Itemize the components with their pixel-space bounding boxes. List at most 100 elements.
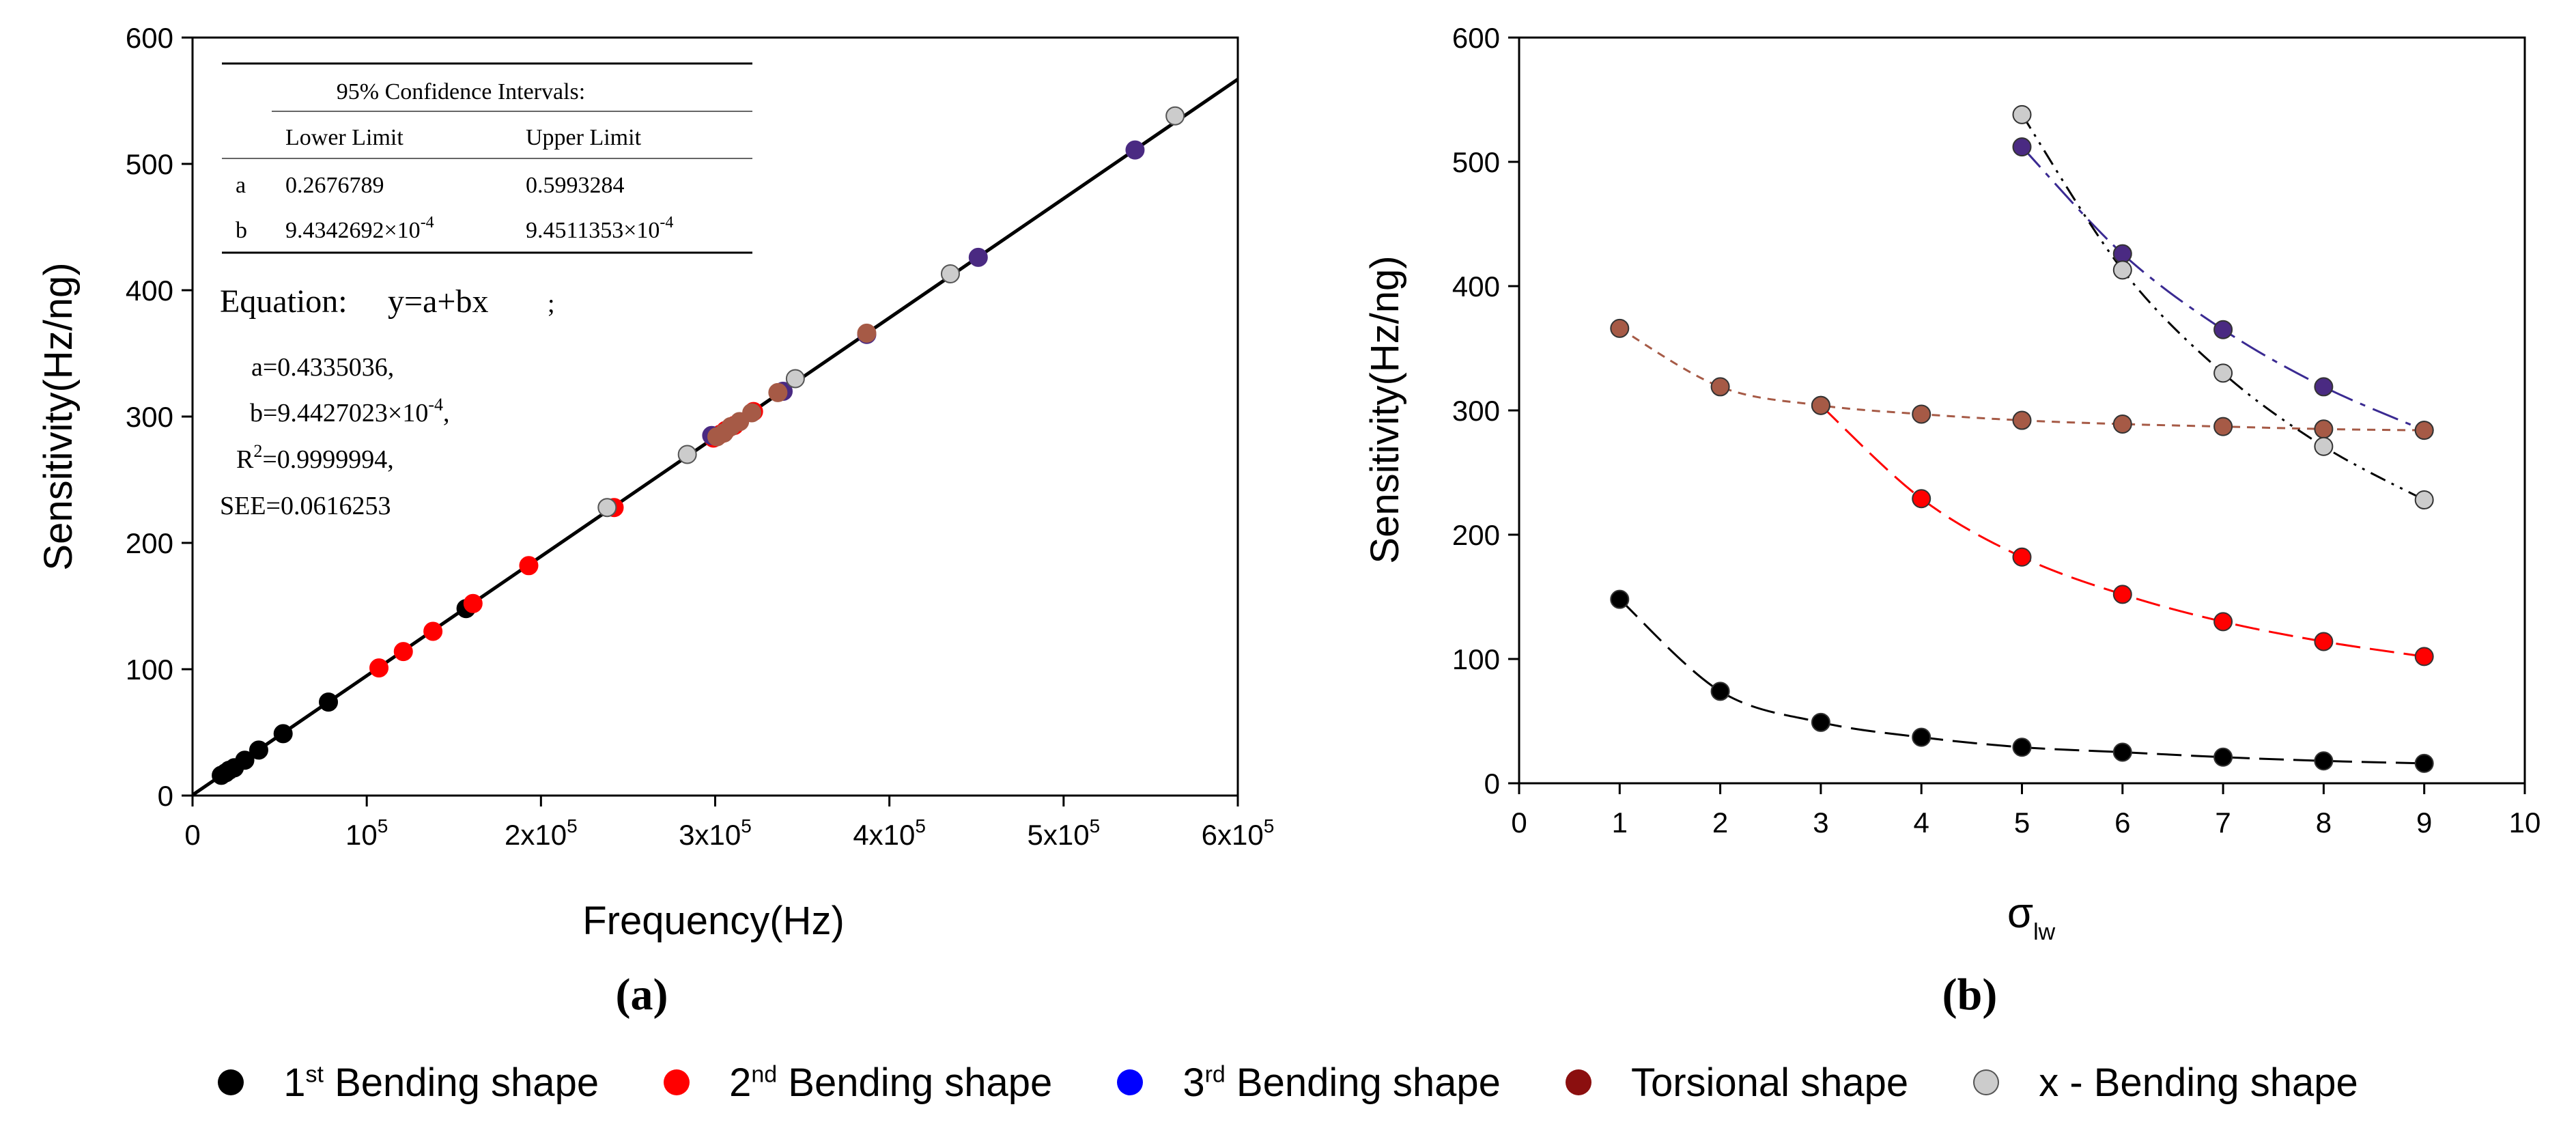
equation-a-value: a=0.4335036, [251,353,394,382]
chart-a-y-axis: 0 100 200 300 400 500 600 [126,22,193,812]
equation-b-value-base: b=9.4427023×10 [250,399,428,427]
table-row-b-lower-base: 9.4342692×10 [285,218,421,243]
chart-b-point [1710,682,1730,701]
chart-b-point [1610,318,1630,338]
chart-a-y-tick-label: 500 [126,148,173,180]
legend-label: 3rd Bending shape [1183,1060,1501,1106]
legend-label-text: Bending shape [1225,1060,1501,1105]
table-row-a-upper: 0.5993284 [526,173,625,198]
chart-b-point [2213,747,2233,767]
chart-b-x-tick-label: 9 [2416,806,2432,839]
chart-b: 0 100 200 300 400 500 600 0 1 2 3 4 5 6 7 8 9 10 Sensiti… [1363,22,2540,1020]
chart-b-y-tick-label: 600 [1452,22,1500,54]
equation-b-value-suffix: , [443,399,450,427]
chart-b-x-tick-label: 1 [1612,806,1628,839]
legend-label: Torsional shape [1631,1060,1908,1106]
equation-b-value-exp: -4 [428,395,443,415]
legend-marker [664,1069,690,1095]
chart-a-x-label: Frequency(Hz) [582,899,845,943]
chart-b-x-tick-label: 0 [1511,806,1527,839]
chart-b-point [2414,490,2434,510]
legend-label-ordinal: nd [751,1061,778,1088]
chart-a-x-tick-label: 3x105 [679,815,752,851]
chart-b-point [1912,489,1931,509]
chart-b-point [2414,647,2434,666]
chart-b-point [2112,742,2132,762]
legend-label-text: x - Bending shape [2039,1060,2358,1105]
table-row-b-lower: 9.4342692×10-4 [285,214,434,243]
chart-a-x-tick-base: 3x10 [679,819,741,851]
equation-r2: R2=0.9999994, [236,441,394,474]
chart-a-x-tick-base: 6x10 [1202,819,1264,851]
chart-b-caption: (b) [1942,970,1998,1020]
equation-r2-base: R [236,445,254,474]
legend-label: 1st Bending shape [283,1060,599,1106]
legend-item: 3rd Bending shape [1117,1060,1501,1106]
chart-b-point [2414,421,2434,440]
chart-a-x-tick-base: 5x10 [1028,819,1090,851]
chart-a-x-tick-base: 10 [345,819,378,851]
chart-a-x-tick-label: 105 [345,815,388,851]
chart-a-caption: (a) [616,970,668,1020]
chart-a-y-tick-label: 600 [126,22,173,54]
legend-label-number: 3 [1183,1060,1205,1105]
chart-b-y-tick-label: 0 [1484,768,1500,800]
chart-a-point [1165,106,1185,126]
chart-a-x-tick-label: 2x105 [505,815,578,851]
chart-b-point [2012,104,2032,124]
chart-a-x-tick-label: 4x105 [853,815,926,851]
chart-b-x-tick-label: 3 [1813,806,1828,839]
chart-a-y-tick-label: 300 [126,401,173,433]
chart-a-x-tick-base: 2x10 [505,819,567,851]
chart-b-point [2112,260,2132,280]
chart-a-point [235,750,255,770]
chart-a-point [768,382,788,402]
legend-marker [1973,1069,2000,1095]
chart-a-x-tick-label: 6x105 [1202,815,1275,851]
chart-b-point [2213,363,2233,383]
chart-b-x-label: σlw [2007,890,2056,945]
chart-b-point [2012,410,2032,430]
chart-b-y-tick-label: 300 [1452,395,1500,427]
legend-label-ordinal: rd [1204,1061,1226,1088]
chart-a-point [968,247,988,267]
table-row-b-upper-exp: -4 [660,214,673,231]
chart-a-x-tick-label: 5x105 [1028,815,1101,851]
chart-b-point [1811,712,1830,732]
equation-see: SEE=0.0616253 [220,492,391,520]
chart-a-y-tick-label: 0 [158,780,173,812]
chart-a-point [785,369,805,389]
legend-item: 2nd Bending shape [664,1060,1052,1106]
chart-a-y-tick-label: 200 [126,527,173,559]
chart-b-point [2213,612,2233,632]
chart-b-series-line [2021,146,2425,432]
chart-b-x-tick-label: 10 [2509,806,2541,839]
chart-b-point [2012,137,2032,157]
chart-b-point [2314,436,2334,456]
legend-marker [1117,1069,1144,1095]
chart-b-series-line [1820,404,2424,658]
chart-a-y-label: Sensitivity(Hz/ng) [36,262,81,570]
chart-a-points [212,106,1185,785]
chart-b-point [2012,738,2032,757]
chart-b-y-axis: 0 100 200 300 400 500 600 [1452,22,1519,800]
table-row-a-lower: 0.2676789 [285,173,384,198]
chart-b-point [1912,404,1931,424]
legend-label-text: Bending shape [777,1060,1053,1105]
chart-b-point [2314,419,2334,439]
chart-a-point [319,692,339,712]
chart-a-x-tick-exp: 5 [1090,815,1101,837]
chart-b-point [2112,415,2132,434]
chart-b-point [2314,377,2334,397]
legend-label-number: 1 [283,1060,306,1105]
chart-a-point [857,323,877,343]
legend-label-number: 2 [729,1060,752,1105]
legend-item: x - Bending shape [1973,1060,2358,1106]
chart-b-y-tick-label: 500 [1452,146,1500,178]
chart-a-y-tick-label: 400 [126,275,173,307]
confidence-table: 95% Confidence Intervals: Lower Limit Up… [220,62,752,520]
table-row-b-upper-base: 9.4511353×10 [526,218,660,243]
chart-a-point [463,593,483,613]
chart-a-point [249,740,268,760]
